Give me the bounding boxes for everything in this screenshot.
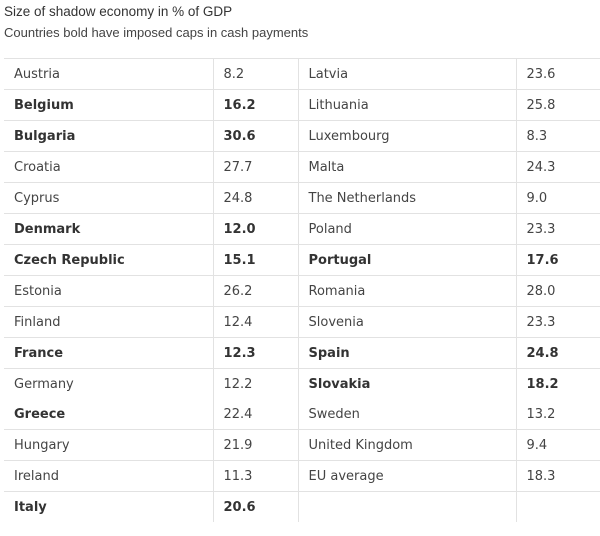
table-row: Finland 12.4 Slovenia 23.3 — [4, 306, 600, 338]
shadow-economy-value: 28.0 — [515, 275, 600, 307]
shadow-economy-value: 11.3 — [212, 460, 298, 492]
country-name: Italy — [14, 499, 47, 515]
country-name: Slovakia — [297, 368, 516, 399]
country-name: Croatia — [4, 151, 213, 183]
shadow-economy-value: 24.8 — [515, 337, 600, 369]
country-name: Greece — [4, 399, 213, 430]
shadow-economy-value: 9.4 — [515, 429, 600, 461]
shadow-economy-value: 12.3 — [212, 337, 298, 369]
country-name: Hungary — [4, 429, 213, 461]
shadow-economy-value: 26.2 — [212, 275, 298, 307]
country-name: Portugal — [297, 244, 516, 276]
shadow-economy-value: 23.6 — [515, 58, 600, 90]
shadow-economy-value: 16.2 — [212, 89, 298, 121]
table-row: Estonia 26.2 Romania 28.0 — [4, 275, 600, 307]
shadow-economy-value: 13.2 — [515, 399, 600, 430]
country-name: Spain — [297, 337, 516, 369]
table-row: Greece 22.4 Sweden 13.2 — [4, 399, 600, 430]
table-row: Hungary 21.9 United Kingdom 9.4 — [4, 429, 600, 461]
country-name: Cyprus — [4, 182, 213, 214]
table-row: Austria 8.2 Latvia 23.6 — [4, 58, 600, 90]
country-name: Romania — [297, 275, 516, 307]
country-name: Germany — [14, 376, 74, 392]
table-row: Germany 12.2 Slovakia 18.2 — [4, 368, 600, 399]
shadow-economy-value: 18.2 — [515, 368, 600, 399]
country-name: Estonia — [4, 275, 213, 307]
table-row: Czech Republic 15.1 Portugal 17.6 — [4, 244, 600, 276]
country-name — [297, 491, 516, 522]
country-name: Czech Republic — [4, 244, 213, 276]
shadow-economy-value — [515, 491, 600, 522]
country-name: Slovenia — [297, 306, 516, 338]
shadow-economy-table: Austria 8.2 Latvia 23.6 Belgium 16.2 Lithuania… — [4, 58, 600, 522]
country-name: The Netherlands — [297, 182, 516, 214]
country-name: France — [4, 337, 213, 369]
shadow-economy-value: 27.7 — [212, 151, 298, 183]
shadow-economy-value: 23.3 — [515, 306, 600, 338]
country-name: United Kingdom — [297, 429, 516, 461]
table-row: Cyprus 24.8 The Netherlands 9.0 — [4, 182, 600, 214]
country-name: Malta — [297, 151, 516, 183]
table-row: Ireland 11.3 EU average 18.3 — [4, 460, 600, 492]
country-name: Austria — [4, 58, 213, 90]
shadow-economy-value: 23.3 — [515, 213, 600, 245]
country-name: Bulgaria — [4, 120, 213, 152]
shadow-economy-value: 24.8 — [212, 182, 298, 214]
shadow-economy-value: 18.3 — [515, 460, 600, 492]
country-name: Poland — [297, 213, 516, 245]
shadow-economy-value: 12.4 — [212, 306, 298, 338]
shadow-economy-value: 22.4 — [212, 399, 298, 430]
shadow-economy-value: 21.9 — [212, 429, 298, 461]
shadow-economy-value: 30.6 — [212, 120, 298, 152]
country-name: Ireland — [4, 460, 213, 492]
table-row: Belgium 16.2 Lithuania 25.8 — [4, 89, 600, 121]
table-row: Italy 20.6 — [4, 491, 600, 522]
table-row: Croatia 27.7 Malta 24.3 — [4, 151, 600, 183]
country-name: Denmark — [4, 213, 213, 245]
shadow-economy-value: 17.6 — [515, 244, 600, 276]
country-name: Sweden — [297, 399, 516, 430]
table-row: Bulgaria 30.6 Luxembourg 8.3 — [4, 120, 600, 152]
country-name: Lithuania — [297, 89, 516, 121]
table-row: France 12.3 Spain 24.8 — [4, 337, 600, 369]
country-name: Finland — [4, 306, 213, 338]
shadow-economy-value: 12.0 — [212, 213, 298, 245]
shadow-economy-value: 20.6 — [212, 491, 298, 522]
shadow-economy-value: 8.2 — [212, 58, 298, 90]
shadow-economy-value: 24.3 — [515, 151, 600, 183]
table-title: Size of shadow economy in % of GDP — [4, 4, 233, 19]
country-name: EU average — [297, 460, 516, 492]
shadow-economy-value: 15.1 — [212, 244, 298, 276]
country-name: Latvia — [297, 58, 516, 90]
shadow-economy-value: 8.3 — [515, 120, 600, 152]
shadow-economy-value: 9.0 — [515, 182, 600, 214]
country-name: Belgium — [4, 89, 213, 121]
table-subtitle: Countries bold have imposed caps in cash… — [4, 25, 309, 40]
shadow-economy-value: 12.2 — [212, 368, 298, 399]
shadow-economy-value: 25.8 — [515, 89, 600, 121]
country-name: Luxembourg — [297, 120, 516, 152]
table-row: Denmark 12.0 Poland 23.3 — [4, 213, 600, 245]
